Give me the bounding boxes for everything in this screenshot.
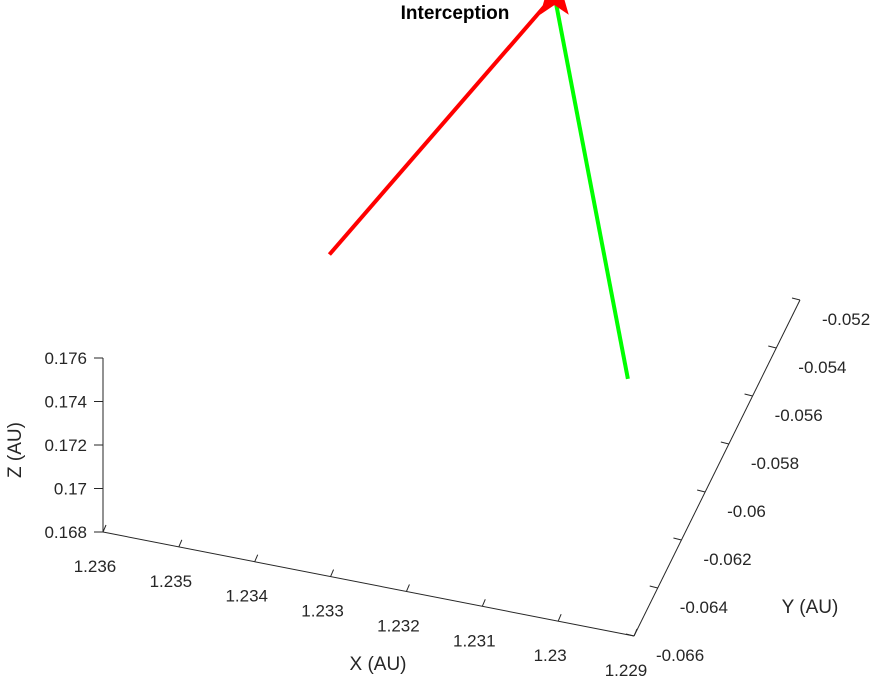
z-tick-label: 0.174	[44, 393, 87, 412]
x-axis-label: X (AU)	[350, 654, 407, 675]
y-axis-line	[633, 299, 801, 637]
z-tick-label: 0.168	[44, 523, 87, 542]
z-tick-label: 0.176	[44, 349, 87, 368]
y-tick-label: -0.054	[798, 358, 846, 377]
y-tick-mark	[673, 537, 682, 541]
x-axis: 1.2361.2351.2341.2331.2321.2311.231.229 …	[74, 524, 648, 680]
z-tick-label: 0.172	[44, 436, 87, 455]
y-tick-mark	[649, 585, 658, 589]
marker-layer	[540, 0, 569, 15]
y-tick-mark	[625, 633, 635, 637]
y-tick-label: -0.052	[822, 310, 870, 329]
y-axis-label: Y (AU)	[782, 597, 839, 618]
x-tick-label: 1.231	[453, 631, 496, 650]
x-tick-label: 1.236	[74, 557, 117, 576]
y-tick-mark	[720, 441, 729, 445]
x-tick-mark	[178, 539, 183, 548]
x-axis-line	[102, 531, 635, 637]
y-tick-label: -0.064	[680, 598, 728, 617]
y-tick-label: -0.062	[703, 550, 751, 569]
series-layer	[327, 0, 630, 380]
y-tick-label: -0.066	[656, 646, 704, 665]
x-tick-mark	[405, 584, 410, 592]
series-line-1	[327, 0, 553, 256]
y-tick-mark	[744, 393, 753, 397]
x-tick-label: 1.233	[301, 602, 344, 621]
z-axis: 0.168 0.17 0.172 0.174 0.176 Z (AU)	[5, 349, 104, 542]
series-line-2	[553, 0, 630, 380]
z-axis-label: Z (AU)	[5, 422, 26, 478]
interception-star-marker	[540, 0, 569, 15]
y-tick-mark	[697, 489, 706, 493]
chart-title: Interception	[401, 3, 510, 24]
x-tick-mark	[254, 554, 259, 562]
x-tick-label: 1.234	[225, 587, 268, 606]
x-tick-label: 1.232	[377, 616, 420, 635]
x-tick-mark	[330, 569, 335, 577]
x-tick-label: 1.23	[534, 646, 567, 665]
x-tick-mark	[481, 599, 486, 607]
y-tick-label: -0.058	[751, 454, 799, 473]
x-tick-label: 1.229	[605, 661, 648, 680]
x-tick-mark	[557, 613, 562, 622]
y-tick-label: -0.056	[775, 406, 823, 425]
y-axis: -0.066 -0.064 -0.062 -0.06 -0.058 -0.056 -0.05…	[625, 297, 870, 665]
x-tick-label: 1.235	[150, 572, 193, 591]
z-tick-label: 0.17	[54, 480, 87, 499]
y-tick-mark	[768, 345, 777, 349]
y-tick-mark	[791, 297, 801, 301]
y-tick-label: -0.06	[727, 502, 766, 521]
